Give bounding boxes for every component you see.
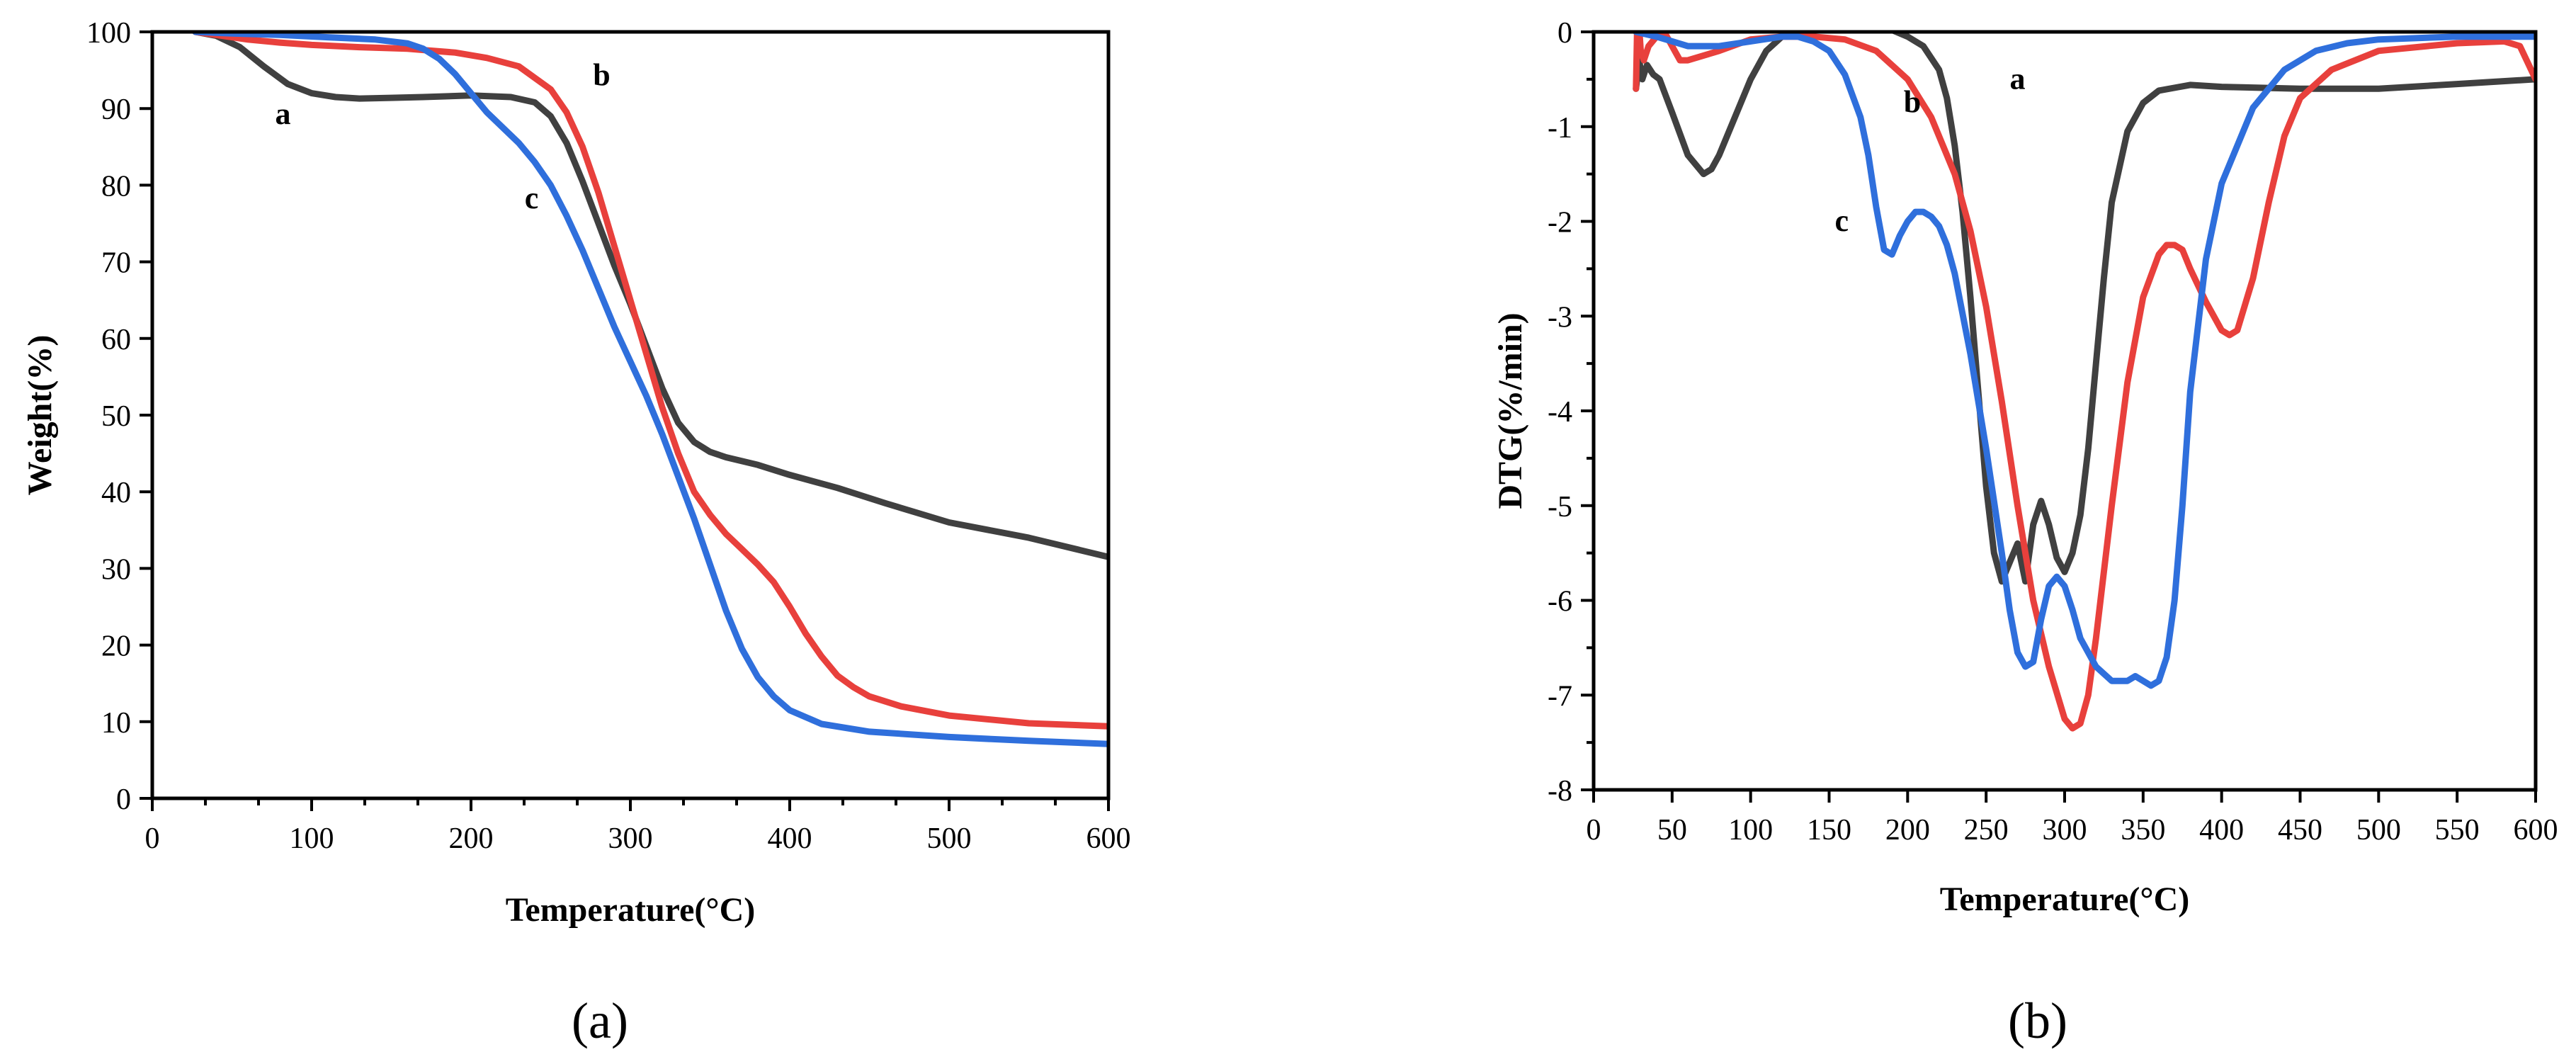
panel-a-curve-labels: a b c [276,58,611,215]
panel-a-y-tick-label: 0 [116,783,131,816]
panel-a-y-tick-label: 20 [101,630,131,663]
panel-b-x-tick-label: 600 [2514,814,2558,847]
panel-a-y-tick-label: 50 [101,400,131,433]
panel-b: 0 50 100 150 200 250 300 350 400 450 500 550 600 -8 -7… [1492,17,2558,1049]
panel-a-y-tick-label: 90 [101,94,131,126]
panel-b-curve-label-b: b [1904,85,1921,120]
panel-a-label: (a) [572,992,628,1049]
panel-b-x-tick-label: 450 [2278,814,2322,847]
panel-b-x-tick-label: 200 [1885,814,1930,847]
panel-a-ticks: 0 100 200 300 400 500 600 0 10 20 30 40 50 60 70 80 90 10… [86,17,1131,855]
panel-b-x-tick-label: 300 [2043,814,2087,847]
panel-a-x-tick-label: 600 [1086,822,1131,855]
panel-a-y-tick-label: 70 [101,247,131,280]
panel-b-x-tick-label: 250 [1964,814,2009,847]
panel-a-series-a-line [192,32,1108,560]
panel-a-x-tick-label: 0 [145,822,160,855]
panel-b-series-c-line [1633,32,2536,689]
panel-b-y-tick-label: -5 [1548,491,1572,523]
panel-a-x-tick-label: 200 [449,822,494,855]
panel-a-series-b-line [192,32,1108,730]
panel-a: 0 100 200 300 400 500 600 0 10 20 30 40 50 60 70 80 90 10… [21,17,1131,1049]
panel-a-y-tick-label: 10 [101,707,131,740]
panel-b-y-tick-label: -3 [1548,301,1572,334]
panel-a-series [192,32,1108,747]
panel-a-y-tick-label: 60 [101,324,131,356]
panel-b-x-tick-label: 50 [1657,814,1687,847]
panel-a-y-tick-label: 40 [101,477,131,509]
panel-b-y-tick-label: -6 [1548,586,1572,618]
panel-b-curve-label-a: a [2010,61,2026,96]
panel-b-series-b-line [1633,32,2536,732]
panel-b-x-tick-label: 400 [2199,814,2244,847]
panel-a-series-c-line [192,32,1108,747]
panel-a-x-tick-label: 500 [927,822,972,855]
panel-b-label: (b) [2008,992,2067,1049]
panel-a-x-tick-label: 400 [768,822,812,855]
panel-b-x-tick-label: 500 [2356,814,2401,847]
panel-a-curve-label-c: c [525,181,539,215]
panel-b-x-tick-label: 550 [2435,814,2480,847]
panel-a-x-tick-label: 300 [608,822,653,855]
panel-a-y-axis-title: Weight(%) [21,335,59,496]
panel-b-x-tick-label: 150 [1807,814,1851,847]
panel-a-y-tick-label: 80 [101,170,131,203]
panel-b-y-tick-label: -2 [1548,207,1572,239]
panel-a-y-tick-label: 30 [101,553,131,586]
panel-a-y-tick-label: 100 [86,17,131,50]
panel-b-y-tick-label: -1 [1548,112,1572,145]
panel-a-x-tick-label: 100 [290,822,334,855]
panel-a-curve-label-a: a [276,96,291,131]
panel-b-ticks: 0 50 100 150 200 250 300 350 400 450 500 550 600 -8 -7… [1548,17,2558,847]
panel-b-x-tick-label: 0 [1587,814,1601,847]
panel-b-y-tick-label: 0 [1557,17,1572,50]
panel-b-y-tick-label: -7 [1548,680,1572,713]
panel-b-y-tick-label: -4 [1548,396,1572,429]
panel-b-x-axis-title: Temperature(°C) [1940,881,2189,918]
panel-b-y-tick-label: -8 [1548,775,1572,808]
panel-b-y-axis-title: DTG(%/min) [1492,312,1529,509]
panel-b-curve-labels: a b c [1834,61,2025,238]
panel-b-series [1633,32,2536,732]
panel-b-x-tick-label: 100 [1728,814,1773,847]
panel-b-curve-label-c: c [1834,203,1849,238]
panel-a-x-axis-title: Temperature(°C) [506,891,755,929]
panel-b-x-tick-label: 350 [2121,814,2165,847]
panel-a-curve-label-b: b [593,58,610,93]
